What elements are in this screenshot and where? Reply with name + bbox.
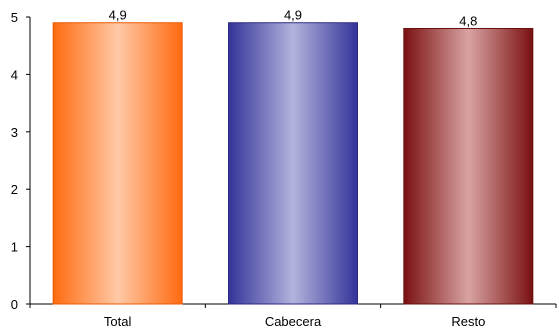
data-label: 4,9 [109,8,127,23]
bar-resto [403,27,534,305]
y-tick-label: 2 [11,182,18,197]
data-label: 4,8 [459,13,477,28]
y-tick-label: 5 [11,10,18,25]
data-label: 4,9 [284,8,302,23]
category-label: Resto [451,314,485,329]
y-tick-label: 0 [11,297,18,312]
bar-cabecera [228,22,358,305]
y-tick-label: 1 [11,240,18,255]
category-label: Cabecera [265,314,322,329]
y-tick-label: 3 [11,125,18,140]
category-label: Total [104,314,132,329]
bar-total [52,22,183,305]
y-tick-label: 4 [11,67,18,82]
